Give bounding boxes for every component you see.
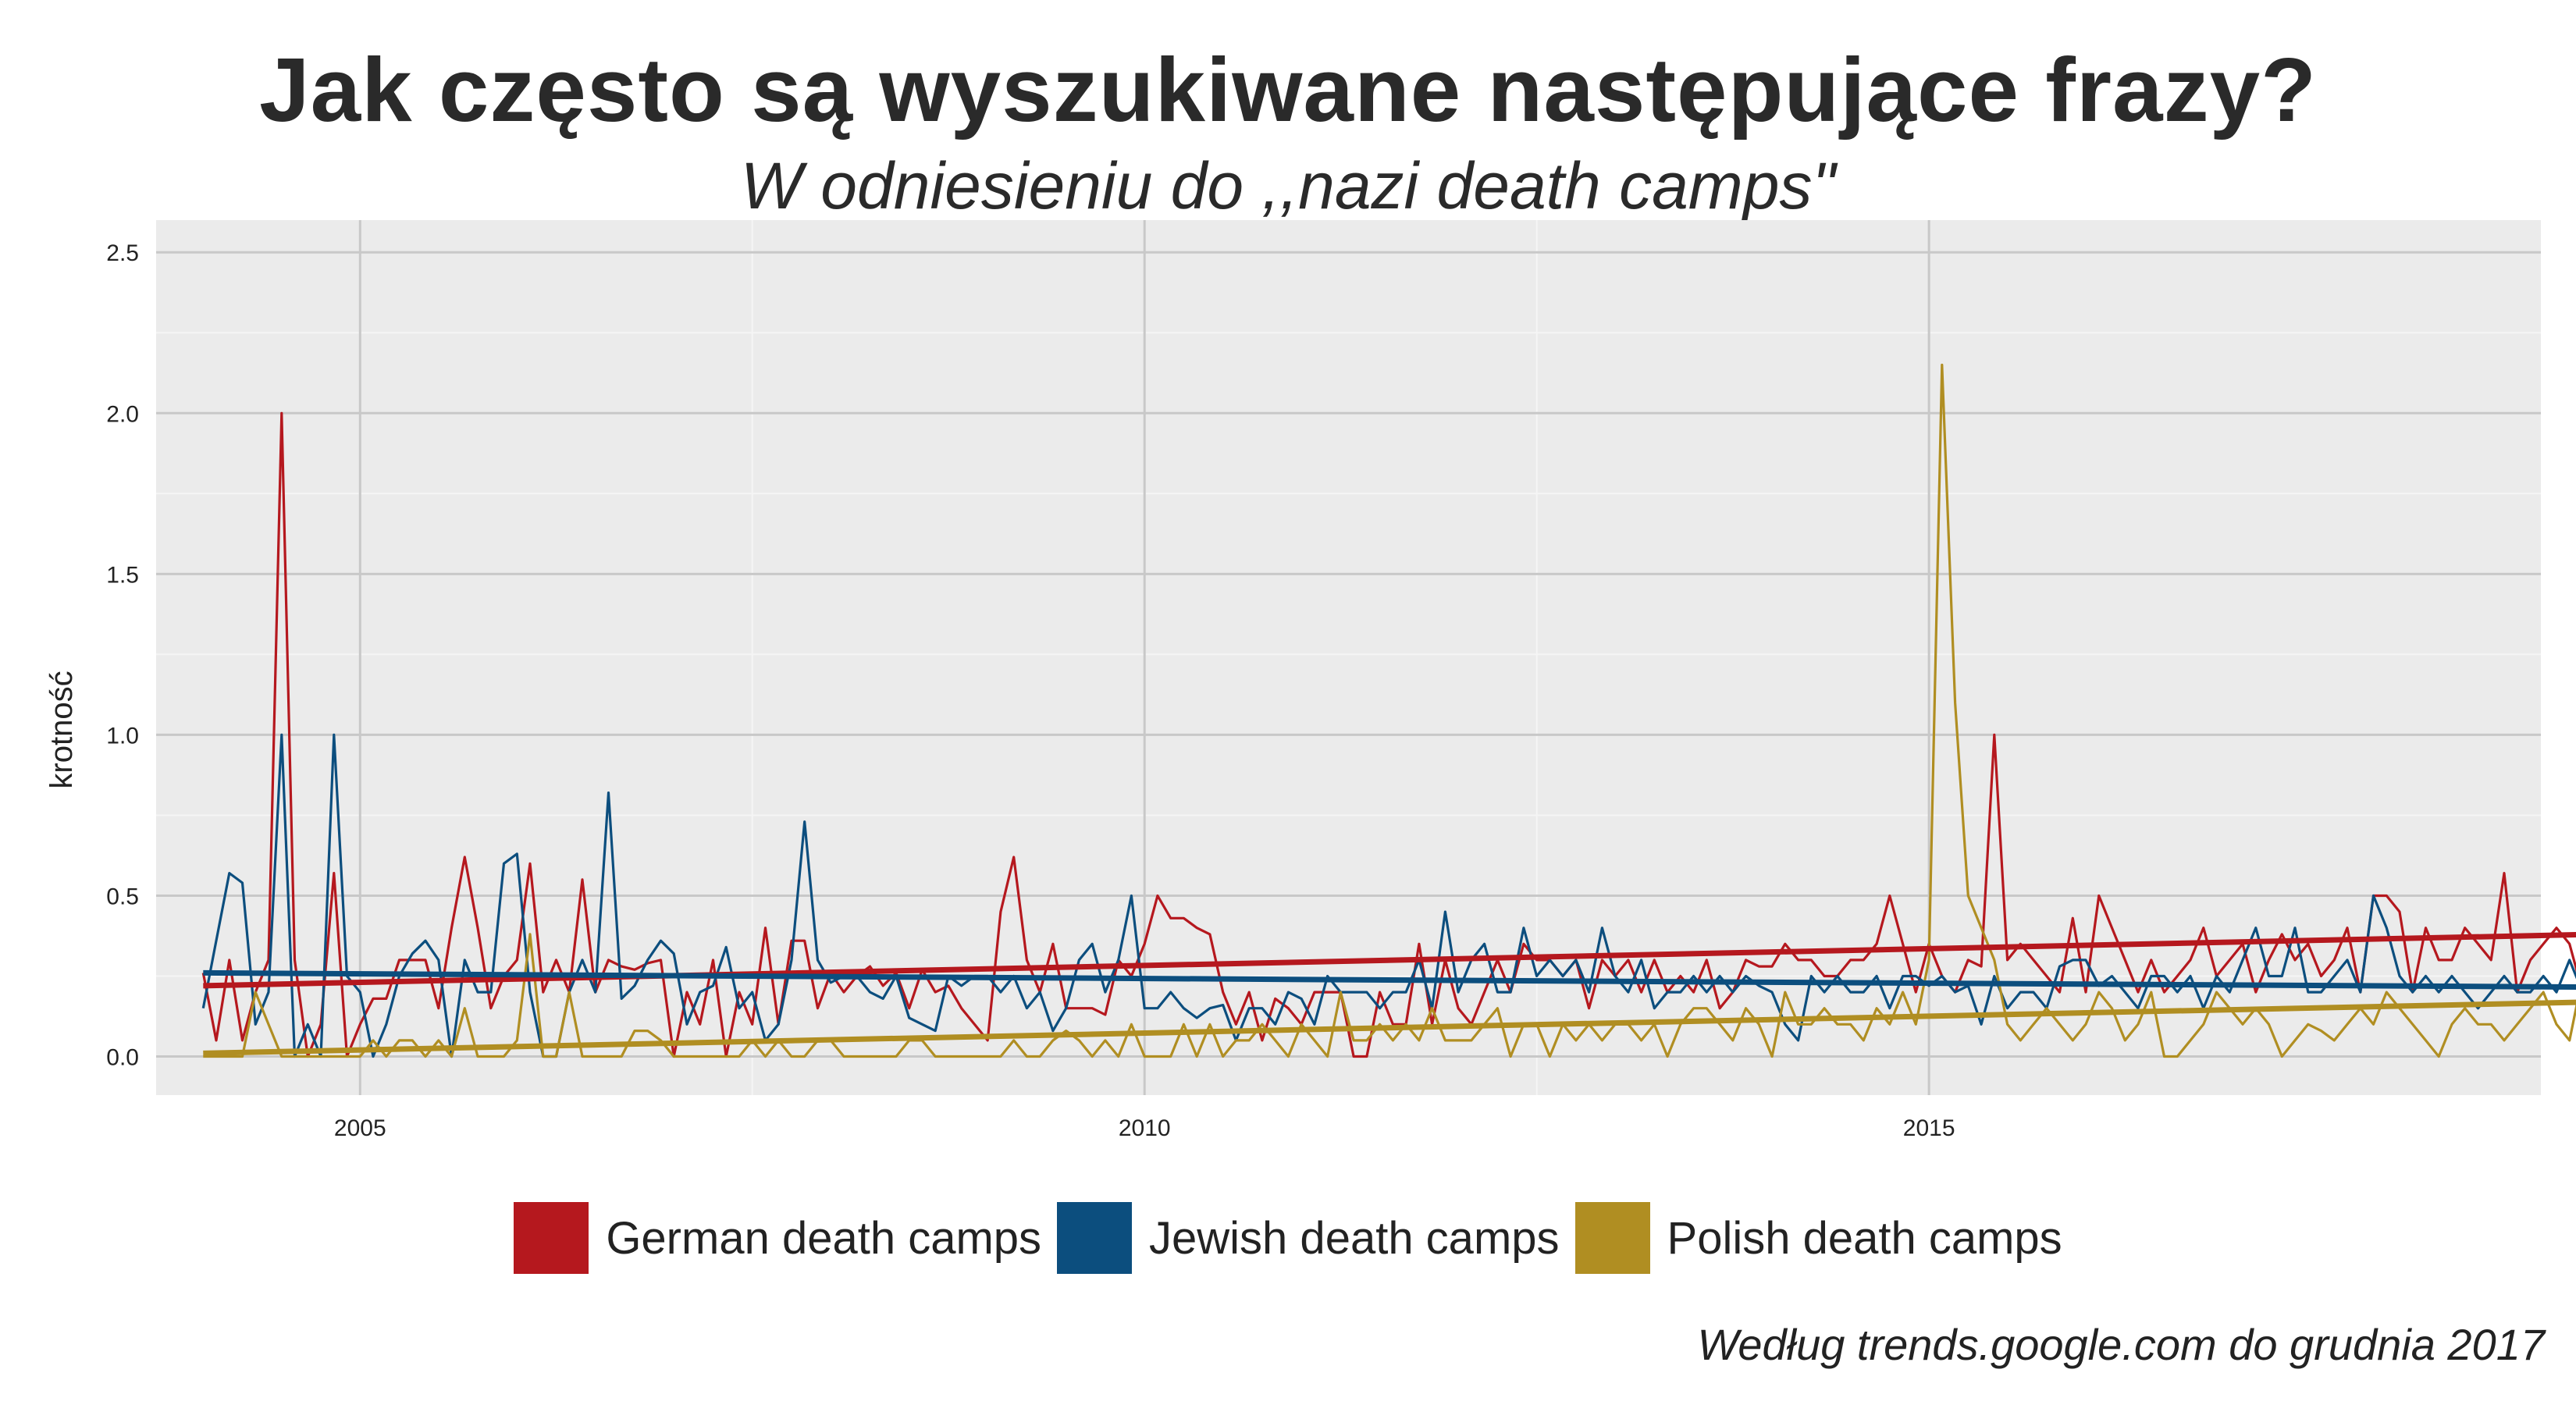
- trend-lines: [203, 932, 2576, 1056]
- trend-line-2: [203, 999, 2576, 1056]
- y-tick-label: 0.0: [106, 1045, 139, 1071]
- legend-item: Jewish death camps: [1057, 1202, 1560, 1274]
- legend-label: Polish death camps: [1667, 1212, 2062, 1264]
- y-tick-label: 0.5: [106, 884, 139, 909]
- series-line-1: [201, 733, 2576, 1058]
- legend-swatch: [1574, 1202, 1650, 1274]
- y-axis-title: krotność: [44, 670, 79, 788]
- axis-ticks: 0.0 0.5 1.0 1.5 2.0 2.5 2005 2010 2015: [106, 240, 1955, 1141]
- legend-label: German death camps: [606, 1212, 1042, 1264]
- y-tick-label: 1.5: [106, 562, 139, 588]
- trend-line-1: [203, 969, 2576, 991]
- legend-swatch: [514, 1202, 589, 1274]
- series-lines: [201, 363, 2576, 1058]
- x-tick-label: 2015: [1903, 1115, 1955, 1141]
- x-tick-label: 2010: [1119, 1115, 1171, 1141]
- legend: German death camps Jewish death camps Poli…: [0, 1202, 2576, 1274]
- chart-title: Jak często są wyszukiwane następujące fr…: [259, 39, 2317, 140]
- grid-lines: [156, 220, 2541, 1095]
- y-tick-label: 2.0: [106, 401, 139, 427]
- legend-swatch: [1057, 1202, 1133, 1274]
- legend-item: Polish death camps: [1574, 1202, 2062, 1274]
- legend-label: Jewish death camps: [1149, 1212, 1560, 1264]
- y-tick-label: 1.0: [106, 723, 139, 749]
- series-line-2: [203, 363, 2576, 1058]
- x-tick-label: 2005: [334, 1115, 386, 1141]
- y-tick-label: 2.5: [106, 240, 139, 266]
- source-caption: Według trends.google.com do grudnia 2017: [1697, 1320, 2546, 1369]
- legend-item: German death camps: [514, 1202, 1041, 1274]
- plot-background: [156, 220, 2541, 1095]
- chart-subtitle: W odniesieniu do ,,nazi death camps": [740, 149, 1836, 222]
